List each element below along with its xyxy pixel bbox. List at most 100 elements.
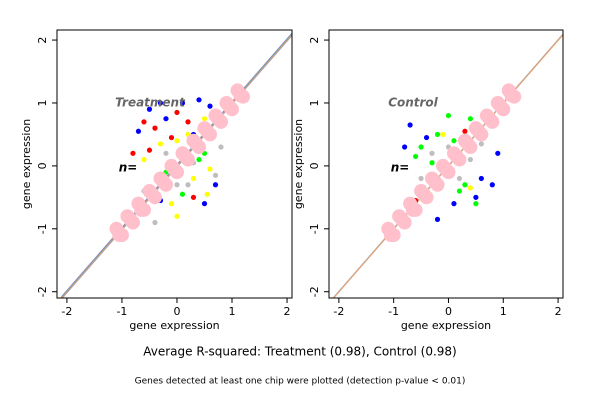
- point: [163, 150, 169, 156]
- point: [402, 144, 408, 150]
- y-tick-label: -1: [308, 223, 321, 234]
- point: [418, 175, 424, 182]
- point: [212, 172, 219, 178]
- y-tick-label: -2: [308, 286, 321, 297]
- x-tick-label: -1: [388, 305, 399, 318]
- point: [467, 116, 473, 122]
- point: [412, 153, 419, 160]
- point: [204, 191, 210, 197]
- plot-area: [333, 33, 563, 298]
- point: [123, 212, 138, 227]
- point: [434, 216, 441, 222]
- x-tick-label: 1: [500, 305, 507, 318]
- point: [152, 125, 158, 131]
- point: [449, 149, 464, 164]
- point: [141, 119, 147, 125]
- point: [141, 156, 147, 163]
- point: [416, 187, 431, 202]
- point: [174, 109, 180, 116]
- point: [489, 182, 495, 188]
- plot-frame: [328, 29, 564, 299]
- point: [185, 119, 191, 125]
- point: [167, 162, 182, 177]
- point: [196, 97, 202, 103]
- point: [163, 116, 169, 122]
- point: [196, 156, 202, 163]
- point: [134, 202, 149, 217]
- x-tick-label: -2: [333, 305, 344, 318]
- point: [467, 185, 473, 191]
- y-tick-label: -2: [36, 286, 49, 297]
- x-tick-label: 0: [173, 305, 180, 318]
- y-tick-label: 1: [308, 99, 321, 106]
- point: [451, 138, 457, 144]
- plot-area: [61, 32, 292, 298]
- point: [394, 212, 409, 227]
- y-tick-label: 2: [36, 37, 49, 44]
- point: [467, 156, 473, 163]
- point: [179, 191, 186, 197]
- point: [145, 187, 160, 202]
- point: [218, 144, 224, 150]
- point: [429, 160, 435, 166]
- point: [185, 182, 191, 188]
- point: [445, 112, 452, 119]
- caption: Average R-squared: Treatment (0.98), Con…: [143, 345, 457, 359]
- point: [201, 116, 208, 122]
- plot-frame: [56, 29, 293, 299]
- x-axis-label: gene expression: [129, 319, 219, 332]
- point: [423, 134, 430, 141]
- point: [482, 111, 497, 126]
- x-axis-label: gene expression: [401, 319, 491, 332]
- point: [473, 201, 479, 207]
- y-tick-label: 0: [308, 162, 321, 169]
- point: [460, 136, 475, 151]
- y-tick-label: 0: [36, 162, 49, 169]
- point: [178, 149, 193, 164]
- x-tick-label: -2: [61, 305, 72, 318]
- point: [493, 99, 508, 114]
- point: [130, 150, 136, 156]
- point: [207, 166, 213, 172]
- point: [146, 147, 153, 153]
- x-tick-label: 1: [229, 305, 236, 318]
- point: [405, 202, 420, 217]
- point: [200, 124, 215, 139]
- point: [190, 175, 197, 182]
- point: [504, 88, 519, 103]
- point: [427, 174, 442, 189]
- point: [112, 228, 127, 243]
- y-axis-label: gene expression: [20, 119, 33, 209]
- point: [462, 128, 468, 134]
- point: [478, 175, 484, 182]
- y-axis-label: gene expression: [292, 119, 305, 209]
- point: [156, 174, 171, 189]
- point: [157, 100, 164, 106]
- point: [152, 219, 158, 226]
- point: [222, 99, 237, 114]
- point: [179, 100, 186, 106]
- point: [434, 131, 441, 138]
- point: [201, 201, 208, 207]
- point: [407, 122, 413, 128]
- point: [456, 188, 463, 194]
- annotation: Control: [388, 96, 438, 110]
- x-tick-label: 0: [445, 305, 452, 318]
- point: [462, 182, 468, 188]
- annotation: n=: [119, 161, 138, 175]
- point: [189, 136, 204, 151]
- point: [174, 213, 180, 219]
- point: [146, 106, 153, 112]
- point: [174, 138, 180, 144]
- point: [456, 175, 463, 182]
- point: [418, 144, 424, 150]
- point: [383, 228, 398, 243]
- point: [207, 103, 213, 109]
- point: [473, 194, 479, 200]
- footnote: Genes detected at least one chip were pl…: [135, 377, 466, 387]
- point: [478, 141, 484, 147]
- x-tick-label: 2: [284, 305, 291, 318]
- point: [471, 124, 486, 139]
- point: [190, 194, 197, 200]
